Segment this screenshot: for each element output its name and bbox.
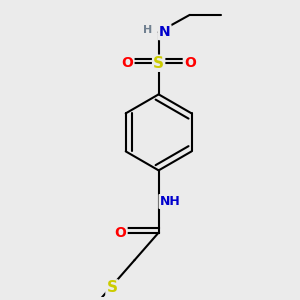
Text: S: S [106,280,118,296]
Text: S: S [153,56,164,71]
Text: NH: NH [160,195,180,208]
Text: H: H [143,25,152,34]
Text: N: N [159,25,170,39]
Text: O: O [184,56,196,70]
Text: O: O [122,56,134,70]
Text: O: O [115,226,127,240]
